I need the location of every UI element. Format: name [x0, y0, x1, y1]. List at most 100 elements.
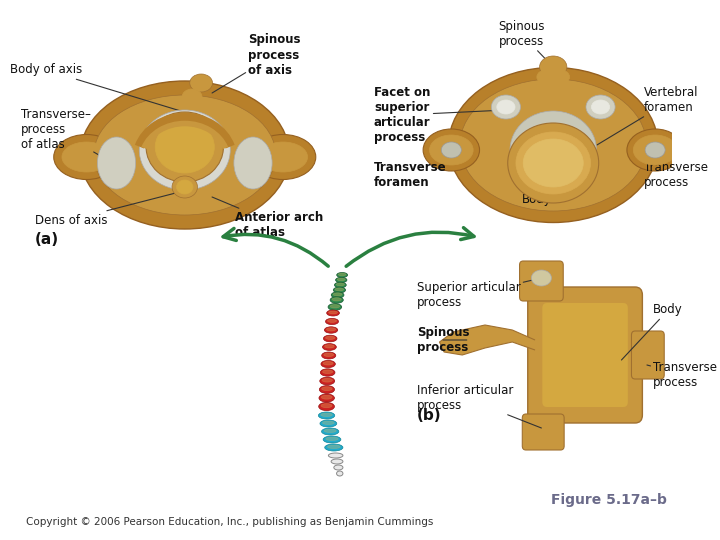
- Ellipse shape: [251, 134, 316, 179]
- Ellipse shape: [54, 134, 120, 179]
- PathPatch shape: [439, 325, 535, 355]
- Ellipse shape: [337, 273, 348, 278]
- Ellipse shape: [325, 345, 334, 348]
- Ellipse shape: [322, 387, 332, 390]
- Ellipse shape: [336, 278, 347, 282]
- Ellipse shape: [318, 412, 335, 419]
- Text: Dens of axis: Dens of axis: [35, 193, 176, 226]
- Ellipse shape: [97, 137, 135, 189]
- Text: Spinous
process
of axis: Spinous process of axis: [212, 33, 301, 93]
- Ellipse shape: [333, 287, 346, 293]
- Text: Inferior articular
process: Inferior articular process: [417, 384, 541, 428]
- Ellipse shape: [334, 465, 343, 470]
- FancyBboxPatch shape: [542, 303, 628, 407]
- Ellipse shape: [325, 327, 338, 333]
- Ellipse shape: [333, 293, 342, 296]
- Ellipse shape: [331, 292, 344, 298]
- Ellipse shape: [586, 95, 615, 119]
- Ellipse shape: [441, 142, 462, 158]
- Ellipse shape: [323, 361, 333, 365]
- Ellipse shape: [323, 370, 333, 374]
- Ellipse shape: [156, 121, 215, 173]
- Text: Body: Body: [621, 303, 683, 360]
- Ellipse shape: [591, 100, 610, 114]
- Ellipse shape: [336, 471, 343, 476]
- Ellipse shape: [323, 343, 336, 350]
- Ellipse shape: [335, 288, 343, 291]
- Ellipse shape: [319, 402, 334, 410]
- Ellipse shape: [332, 298, 341, 301]
- Ellipse shape: [320, 420, 337, 427]
- Ellipse shape: [330, 305, 340, 308]
- Ellipse shape: [320, 369, 335, 376]
- Ellipse shape: [320, 377, 335, 385]
- Ellipse shape: [430, 135, 473, 165]
- Ellipse shape: [338, 273, 346, 276]
- Ellipse shape: [323, 436, 341, 443]
- Ellipse shape: [331, 459, 343, 464]
- Ellipse shape: [324, 353, 333, 356]
- Ellipse shape: [326, 437, 338, 441]
- FancyBboxPatch shape: [522, 414, 564, 450]
- Ellipse shape: [334, 282, 346, 288]
- Ellipse shape: [523, 139, 583, 187]
- Ellipse shape: [423, 129, 480, 171]
- Ellipse shape: [449, 68, 658, 222]
- Ellipse shape: [321, 413, 333, 416]
- Ellipse shape: [337, 278, 345, 281]
- Ellipse shape: [322, 428, 339, 435]
- Ellipse shape: [62, 142, 111, 172]
- Ellipse shape: [328, 319, 336, 322]
- Text: Transverse
process: Transverse process: [644, 155, 708, 189]
- Ellipse shape: [234, 137, 272, 189]
- Ellipse shape: [497, 100, 515, 114]
- Ellipse shape: [94, 95, 276, 215]
- Ellipse shape: [491, 95, 521, 119]
- Ellipse shape: [326, 328, 336, 331]
- Text: Copyright © 2006 Pearson Education, Inc., publishing as Benjamin Cummings: Copyright © 2006 Pearson Education, Inc.…: [25, 517, 433, 527]
- Text: (a): (a): [35, 232, 59, 247]
- Ellipse shape: [627, 129, 683, 171]
- Text: Anterior arch
of atlas: Anterior arch of atlas: [212, 197, 323, 239]
- Text: Spinous
process: Spinous process: [498, 20, 553, 67]
- Ellipse shape: [328, 453, 343, 458]
- Ellipse shape: [325, 319, 338, 325]
- Text: Transverse
process: Transverse process: [647, 361, 717, 389]
- Ellipse shape: [324, 429, 336, 433]
- Ellipse shape: [537, 70, 555, 84]
- Text: Vertebral
foramen: Vertebral foramen: [597, 86, 698, 145]
- Ellipse shape: [322, 352, 336, 359]
- Ellipse shape: [321, 360, 336, 368]
- Ellipse shape: [139, 110, 230, 190]
- Ellipse shape: [328, 445, 340, 449]
- Ellipse shape: [80, 81, 289, 229]
- FancyBboxPatch shape: [528, 287, 642, 423]
- Ellipse shape: [319, 386, 335, 394]
- Ellipse shape: [510, 111, 596, 189]
- Text: Superior articular
process: Superior articular process: [417, 278, 541, 309]
- Ellipse shape: [634, 135, 677, 165]
- FancyBboxPatch shape: [520, 261, 563, 301]
- Ellipse shape: [172, 176, 197, 198]
- Ellipse shape: [516, 132, 590, 194]
- Ellipse shape: [531, 270, 552, 286]
- Ellipse shape: [327, 310, 339, 316]
- Text: Body of axis: Body of axis: [9, 64, 194, 115]
- Text: Figure 5.17a–b: Figure 5.17a–b: [551, 493, 667, 507]
- Text: (b): (b): [417, 408, 441, 423]
- Ellipse shape: [328, 303, 342, 310]
- Ellipse shape: [182, 89, 202, 105]
- Ellipse shape: [336, 283, 344, 286]
- Ellipse shape: [322, 379, 333, 382]
- Ellipse shape: [539, 56, 567, 78]
- Ellipse shape: [321, 395, 332, 399]
- Text: Body: Body: [522, 193, 552, 206]
- Ellipse shape: [321, 403, 332, 408]
- Text: Transverse
foramen: Transverse foramen: [374, 150, 451, 189]
- Ellipse shape: [325, 444, 343, 451]
- Ellipse shape: [552, 70, 570, 84]
- Ellipse shape: [146, 112, 223, 182]
- FancyBboxPatch shape: [631, 331, 665, 379]
- Ellipse shape: [328, 311, 338, 314]
- Ellipse shape: [325, 336, 335, 340]
